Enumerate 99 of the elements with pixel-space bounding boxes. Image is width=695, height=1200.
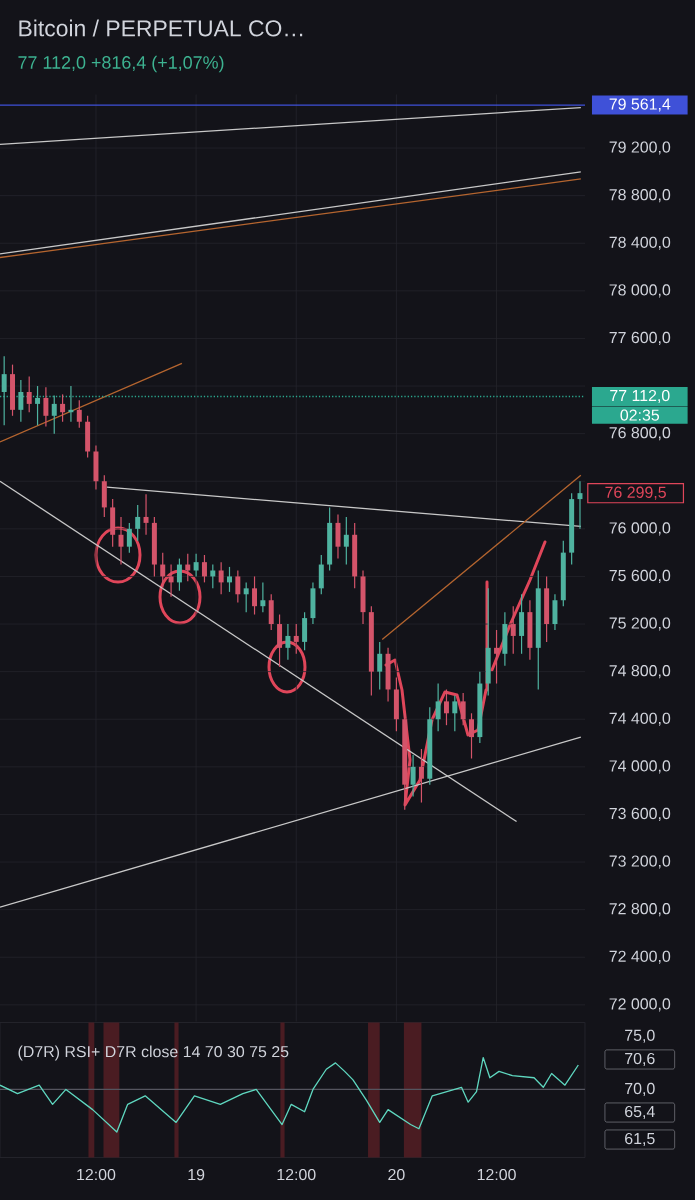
candlestick bbox=[268, 593, 274, 631]
candlestick bbox=[477, 671, 483, 744]
candlestick bbox=[143, 493, 149, 536]
ref-line-label: 77 112,0 bbox=[610, 389, 670, 404]
candlestick bbox=[218, 561, 224, 595]
y-tick-label: 72 000,0 bbox=[609, 998, 671, 1012]
candlestick bbox=[527, 599, 533, 661]
candlestick bbox=[469, 712, 474, 760]
y-tick-label: 78 800,0 bbox=[609, 189, 671, 203]
candlestick bbox=[393, 676, 399, 732]
candlestick bbox=[176, 557, 182, 592]
y-tick-label: 76 000,0 bbox=[609, 522, 671, 536]
candlestick bbox=[402, 712, 408, 811]
y-tick-label: 74 400,0 bbox=[609, 712, 671, 726]
candlestick bbox=[377, 641, 383, 691]
candlestick bbox=[318, 554, 324, 595]
candlestick bbox=[302, 611, 308, 651]
candlestick bbox=[569, 492, 575, 566]
candlestick bbox=[352, 522, 358, 589]
candlestick bbox=[60, 393, 66, 423]
candlestick bbox=[435, 682, 441, 732]
y-tick-label: 75 600,0 bbox=[609, 569, 671, 584]
candlestick bbox=[160, 552, 166, 589]
candlestick bbox=[1, 355, 7, 426]
text: 61,5 bbox=[625, 1132, 655, 1147]
y-tick-label: 75,0 bbox=[625, 1029, 655, 1043]
candlestick bbox=[35, 385, 41, 426]
x-tick-label: 12:00 bbox=[277, 1168, 316, 1181]
candlestick bbox=[260, 581, 266, 613]
candlestick bbox=[335, 513, 341, 560]
candlestick bbox=[293, 623, 299, 655]
candlestick bbox=[101, 474, 107, 518]
candlestick bbox=[310, 581, 316, 625]
candlestick bbox=[343, 516, 349, 566]
candlestick bbox=[535, 569, 541, 691]
candlestick bbox=[110, 498, 116, 548]
y-tick-label: 79 200,0 bbox=[609, 141, 671, 155]
candlestick bbox=[519, 593, 525, 655]
y-tick-label: 78 000,0 bbox=[609, 284, 671, 298]
candlestick bbox=[494, 629, 500, 685]
candlestick bbox=[126, 522, 132, 554]
candlestick bbox=[26, 375, 32, 413]
candlestick bbox=[360, 569, 366, 625]
x-tick-label: 12:00 bbox=[477, 1168, 516, 1181]
candlestick bbox=[502, 611, 508, 667]
candlestick bbox=[452, 694, 458, 732]
candlestick bbox=[51, 394, 57, 435]
candlestick bbox=[427, 706, 433, 786]
candlestick bbox=[443, 688, 449, 726]
candlestick bbox=[235, 569, 241, 604]
y-tick-label: 73 600,0 bbox=[609, 807, 671, 822]
candlestick bbox=[85, 415, 91, 459]
candlestick bbox=[277, 613, 283, 668]
y-tick-label: 75 200,0 bbox=[609, 617, 671, 631]
y-tick-label: 72 400,0 bbox=[609, 950, 671, 964]
candlestick bbox=[168, 563, 174, 598]
candlestick bbox=[552, 593, 558, 631]
candlestick bbox=[93, 444, 99, 491]
candlestick bbox=[418, 748, 424, 804]
candlestick bbox=[460, 692, 466, 726]
x-tick-label: 20 bbox=[388, 1168, 405, 1181]
candlestick bbox=[327, 506, 333, 572]
y-tick-label: 74 800,0 bbox=[609, 665, 671, 679]
candlestick bbox=[43, 386, 49, 428]
candlestick bbox=[151, 516, 157, 578]
candlestick bbox=[252, 575, 258, 616]
candlestick bbox=[544, 575, 550, 643]
candlestick bbox=[201, 554, 207, 583]
x-tick-label: 19 bbox=[188, 1168, 205, 1181]
y-tick-label: 78 400,0 bbox=[609, 236, 671, 250]
x-tick-label: 12:00 bbox=[77, 1168, 116, 1181]
text: 02:35 bbox=[620, 409, 660, 421]
candlestick bbox=[285, 623, 291, 661]
ref-line-label: 79 561,4 bbox=[609, 98, 671, 112]
candlestick bbox=[210, 563, 216, 589]
y-tick-label: 72 800,0 bbox=[609, 903, 671, 917]
y-tick-label: 76 800,0 bbox=[609, 427, 671, 441]
candlestick bbox=[560, 540, 566, 607]
candlestick bbox=[510, 605, 516, 655]
y-tick-label: 77 600,0 bbox=[609, 331, 671, 346]
chart-subtitle: 77 112,0 +816,4 (+1,07%) bbox=[18, 55, 224, 73]
candlestick bbox=[10, 364, 16, 417]
y-tick-label: 74 000,0 bbox=[609, 760, 671, 774]
candlestick bbox=[18, 379, 24, 423]
annotation: 76 299,5 bbox=[605, 486, 666, 500]
candlestick bbox=[410, 754, 416, 798]
chart-title: Bitcoin / PERPETUAL CO… bbox=[19, 19, 303, 37]
candlestick bbox=[135, 504, 141, 542]
text: (D7R) RSI+ D7R close 14 70 30 75 25 bbox=[18, 1045, 289, 1061]
candlestick bbox=[227, 566, 232, 593]
y-tick-label: 70,0 bbox=[625, 1082, 655, 1097]
candlestick bbox=[368, 605, 374, 697]
text: 70,6 bbox=[625, 1052, 655, 1067]
y-tick-label: 73 200,0 bbox=[609, 855, 671, 869]
candlestick bbox=[243, 581, 249, 613]
text: 65,4 bbox=[625, 1105, 655, 1120]
candlestick bbox=[76, 399, 82, 429]
candlestick bbox=[385, 647, 391, 702]
candlestick bbox=[193, 553, 199, 578]
